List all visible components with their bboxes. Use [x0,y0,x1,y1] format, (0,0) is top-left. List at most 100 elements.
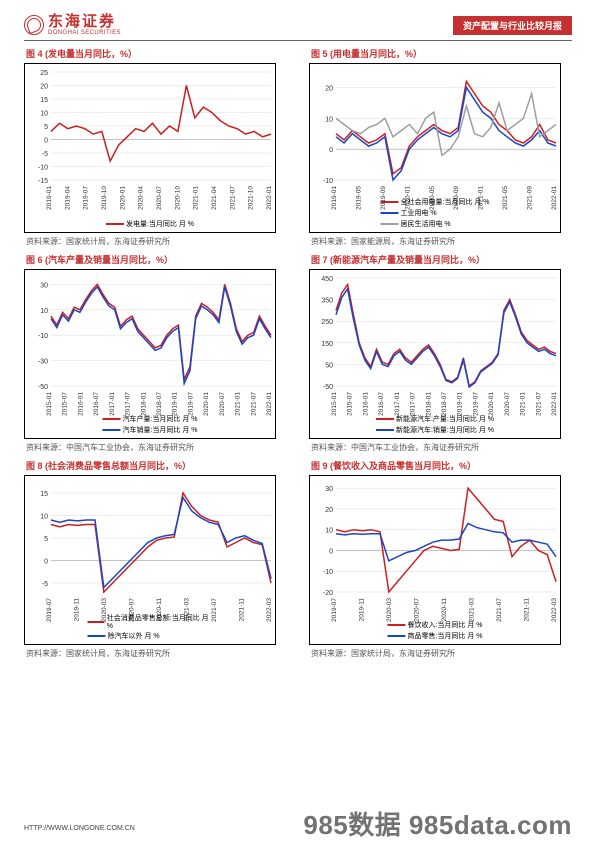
svg-text:10: 10 [40,308,48,315]
svg-text:2019-04: 2019-04 [64,186,71,210]
svg-text:10: 10 [40,514,48,521]
legend-item: 发电量:当月同比 月 % [106,219,194,229]
svg-text:2021-07: 2021-07 [535,392,542,416]
legend: 餐饮收入:当月同比 月 %商品零售:当月同比 月 % [387,620,482,641]
svg-text:2020-07: 2020-07 [156,186,163,210]
svg-text:2019-07: 2019-07 [331,598,338,622]
chart-9: 图 9 (餐饮收入及商品零售当月同比，%）-20-1001020302019-0… [309,459,572,659]
svg-text:0: 0 [329,147,333,154]
svg-text:-5: -5 [42,581,48,588]
legend-item: 新能源汽车:产量:当月同比 月 % [376,414,494,424]
legend: 社会消费品零售总额:当月同比 月 %除汽车以外 月 % [88,613,213,641]
legend-item: 汽车产量:当月同比 月 % [102,414,197,424]
svg-text:2019-07: 2019-07 [83,186,90,210]
svg-text:25: 25 [40,70,48,77]
svg-text:20: 20 [325,85,333,92]
chart-title: 图 6 (汽车产量及销量当月同比，%） [24,253,287,266]
chart-plot: -50-30-1010302015-012015-072016-012016-0… [24,269,276,439]
logo-icon [24,15,44,35]
svg-text:10: 10 [325,116,333,123]
svg-text:2021-05: 2021-05 [502,186,509,210]
svg-text:15: 15 [40,491,48,498]
svg-text:2015-07: 2015-07 [62,392,69,416]
svg-text:2020-07: 2020-07 [504,392,511,416]
svg-text:-20: -20 [323,590,333,597]
svg-text:2017-01: 2017-01 [394,392,401,416]
svg-text:2015-01: 2015-01 [46,392,53,416]
svg-text:2018-01: 2018-01 [140,392,147,416]
svg-text:2020-01: 2020-01 [488,392,495,416]
logo-cn: 东海证券 [48,14,121,30]
svg-text:2018-07: 2018-07 [156,392,163,416]
svg-text:2021-01: 2021-01 [193,186,200,210]
legend-item: 除汽车以外 月 % [88,631,160,641]
legend-line-icon [387,635,405,637]
legend-label: 汽车产量:当月同比 月 % [122,414,197,424]
svg-text:2021-04: 2021-04 [211,186,218,210]
chart-8: 图 8 (社会消费品零售总额当月同比，%）-50510152019-072019… [24,459,287,659]
legend-line-icon [376,418,394,420]
legend-label: 全社会用电量:当月同比 月 % [400,197,489,207]
svg-text:350: 350 [321,298,333,305]
chart-source: 资料来源：国家能源局，东海证券研究所 [309,236,572,247]
svg-text:2017-07: 2017-07 [410,392,417,416]
legend-item: 汽车销量:当月同比 月 % [102,425,197,435]
legend-label: 除汽车以外 月 % [108,631,160,641]
legend-line-icon [387,624,405,626]
svg-text:2019-05: 2019-05 [355,186,362,210]
legend-label: 新能源汽车:销量:当月同比 月 % [396,425,494,435]
chart-plot: -50510152019-072019-112020-032020-072020… [24,475,276,645]
svg-text:2019-01: 2019-01 [172,392,179,416]
svg-text:2020-01: 2020-01 [119,186,126,210]
legend-label: 发电量:当月同比 月 % [126,219,194,229]
svg-text:2020-04: 2020-04 [138,186,145,210]
legend-label: 汽车销量:当月同比 月 % [122,425,197,435]
svg-text:2019-07: 2019-07 [472,392,479,416]
chart-title: 图 4 (发电量当月同比，%） [24,47,287,60]
legend-line-icon [102,418,120,420]
svg-text:20: 20 [325,507,333,514]
chart-source: 资料来源：中国汽车工业协会，东海证券研究所 [24,442,287,453]
chart-6: 图 6 (汽车产量及销量当月同比，%）-50-30-1010302015-012… [24,253,287,453]
chart-source: 资料来源：国家统计局，东海证券研究所 [24,648,287,659]
legend: 新能源汽车:产量:当月同比 月 %新能源汽车:销量:当月同比 月 % [376,414,494,435]
chart-4: 图 4 (发电量当月同比，%）-15-10-505101520252019-01… [24,47,287,247]
svg-text:2021-01: 2021-01 [520,392,527,416]
svg-text:20: 20 [40,84,48,91]
svg-text:2021-10: 2021-10 [248,186,255,210]
svg-text:10: 10 [40,111,48,118]
svg-text:2020-11: 2020-11 [441,598,448,622]
chart-plot: -50501502503504502015-012015-072016-0120… [309,269,561,439]
svg-text:15: 15 [40,97,48,104]
svg-text:2019-10: 2019-10 [101,186,108,210]
svg-text:2022-01: 2022-01 [551,392,558,416]
legend-line-icon [380,201,398,203]
legend-item: 社会消费品零售总额:当月同比 月 % [88,613,213,630]
svg-text:2021-07: 2021-07 [496,598,503,622]
chart-source: 资料来源：中国汽车工业协会，东海证券研究所 [309,442,572,453]
report-tag: 资产配置与行业比较月报 [453,16,572,35]
logo: 东海证券 DONGHAI SECURITIES [24,14,121,36]
svg-text:2016-01: 2016-01 [362,392,369,416]
chart-7: 图 7 (新能源汽车产量及销量当月同比，%）-50501502503504502… [309,253,572,453]
chart-source: 资料来源：国家统计局，东海证券研究所 [24,236,287,247]
svg-text:0: 0 [329,549,333,556]
svg-text:2022-03: 2022-03 [266,598,273,622]
legend: 汽车产量:当月同比 月 %汽车销量:当月同比 月 % [102,414,197,435]
svg-text:-50: -50 [38,384,48,391]
legend-item: 全社会用电量:当月同比 月 % [380,197,489,207]
chart-title: 图 9 (餐饮收入及商品零售当月同比，%） [309,459,572,472]
svg-text:2020-01: 2020-01 [203,392,210,416]
svg-text:2015-01: 2015-01 [331,392,338,416]
svg-text:2022-03: 2022-03 [551,598,558,622]
watermark: 985数据 985data.com [303,805,572,842]
legend-item: 居民生活用电 % [380,219,450,229]
legend-label: 新能源汽车:产量:当月同比 月 % [396,414,494,424]
svg-text:2016-01: 2016-01 [77,392,84,416]
svg-text:5: 5 [44,124,48,131]
svg-text:0: 0 [44,138,48,145]
svg-text:2020-07: 2020-07 [219,392,226,416]
svg-text:250: 250 [321,319,333,326]
chart-plot: -10010202019-012019-052019-092020-012020… [309,63,561,233]
svg-text:2018-07: 2018-07 [441,392,448,416]
